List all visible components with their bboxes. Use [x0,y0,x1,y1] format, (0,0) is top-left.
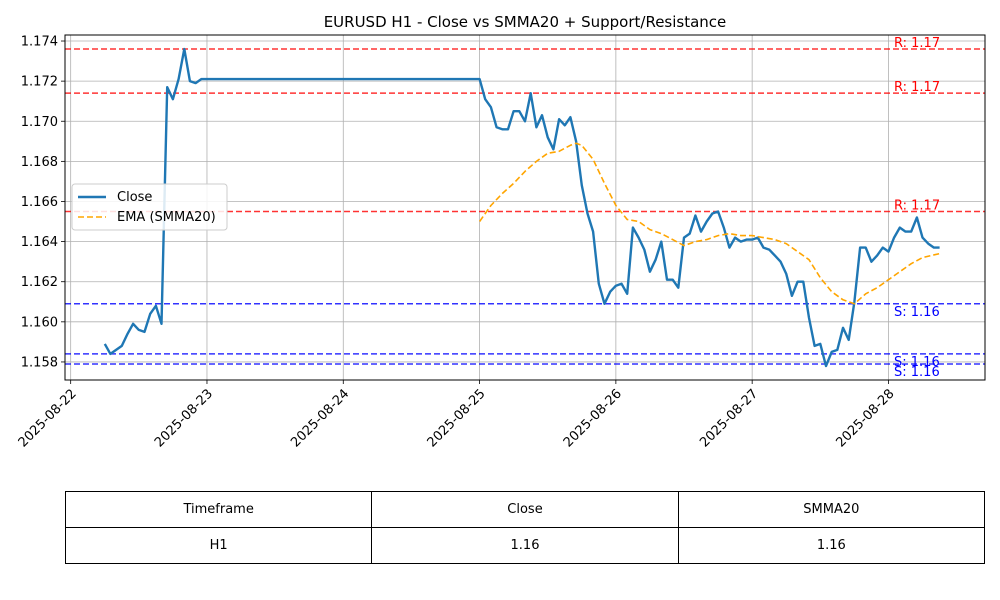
y-tick-label: 1.162 [21,275,58,290]
resistance-label: R: 1.17 [894,199,940,214]
x-tick-label: 2025-08-26 [561,386,625,450]
legend-box [71,183,228,231]
y-tick-label: 1.172 [21,75,58,90]
table-cell: 1.16 [371,527,679,564]
x-tick-label: 2025-08-22 [16,386,80,450]
plot-frame [64,34,986,381]
resistance-label: R: 1.17 [894,36,940,51]
legend: Close EMA (SMMA20) [71,183,228,231]
table-header-cell: Timeframe [64,491,373,528]
y-tick-label: 1.164 [21,235,58,250]
x-axis-ticks: 2025-08-22 2025-08-23 2025-08-24 2025-08-25… [16,380,898,450]
y-axis-ticks: 1.158 1.160 1.162 1.164 1.166 1.168 1.170 1.172… [21,35,65,370]
table-header-cell: SMMA20 [677,491,986,528]
support-label: S: 1.16 [894,305,940,320]
y-tick-label: 1.160 [21,315,58,330]
x-tick-label: 2025-08-24 [288,386,352,450]
y-tick-label: 1.166 [21,195,58,210]
table-cell: H1 [64,527,373,564]
legend-label-close: Close [117,190,152,205]
support-label: S: 1.16 [894,355,940,370]
x-tick-label: 2025-08-25 [425,386,489,450]
table-row: H1 1.16 1.16 [64,527,986,564]
close-series-line [103,47,940,368]
ema-smma20-series-line [478,142,940,305]
y-tick-label: 1.158 [21,355,58,370]
support-label: S: 1.16 [894,365,940,380]
chart-title: EURUSD H1 - Close vs SMMA20 + Support/Re… [324,13,727,31]
y-tick-label: 1.174 [21,35,58,50]
x-tick-label: 2025-08-28 [833,386,897,450]
summary-table: Timeframe Close SMMA20 H1 1.16 1.16 [64,491,986,564]
x-tick-label: 2025-08-27 [697,386,761,450]
y-tick-label: 1.168 [21,155,58,170]
series-lines [103,47,940,368]
x-tick-label: 2025-08-23 [152,386,216,450]
table-header-cell: Close [371,491,679,528]
chart-figure: EURUSD H1 - Close vs SMMA20 + Support/Re… [16,13,986,450]
y-tick-label: 1.170 [21,115,58,130]
table-header-row: Timeframe Close SMMA20 [64,491,986,528]
resistance-label: R: 1.17 [894,80,940,95]
legend-label-ema: EMA (SMMA20) [117,210,216,225]
table-cell: 1.16 [677,527,986,564]
